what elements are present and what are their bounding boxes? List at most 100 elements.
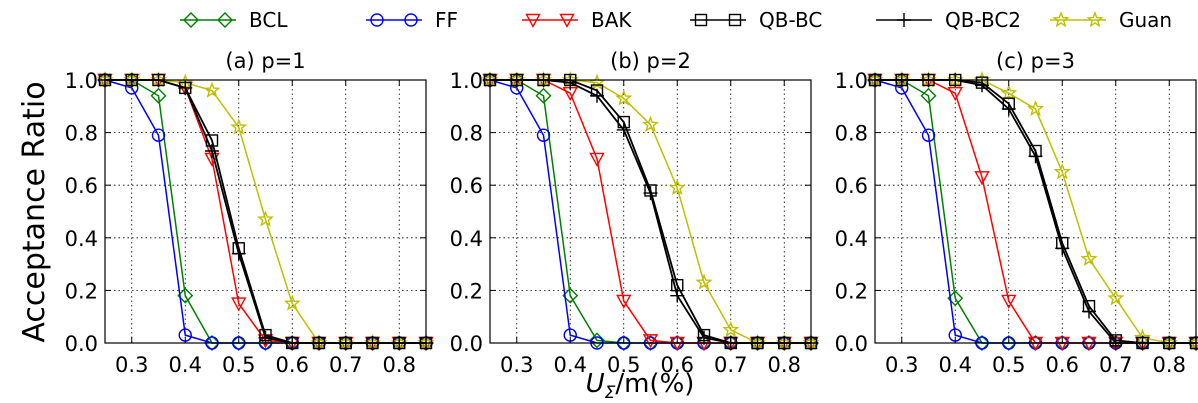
point-guan [1053, 163, 1071, 180]
y-tick-label: 0.8 [65, 122, 98, 146]
series-line-qb-bc [875, 79, 1196, 344]
point-guan [615, 89, 633, 106]
y-tick-label: 0.6 [65, 174, 98, 198]
legend-item-ff: FF [366, 8, 458, 32]
point-qb-bc [975, 76, 989, 89]
y-tick-label: 1.0 [65, 69, 98, 93]
point-guan [1000, 84, 1018, 101]
point-guan [203, 81, 221, 98]
point-qb-bc [1002, 97, 1015, 110]
point-guan [722, 320, 740, 338]
point-bak [974, 171, 990, 186]
x-tick-label: 0.3 [885, 353, 918, 377]
y-tick-label: 0.2 [835, 279, 868, 303]
point-bcl [920, 87, 937, 104]
y-tick-label: 0.4 [65, 227, 98, 251]
x-tick-label: 0.4 [554, 353, 587, 377]
series-guan [481, 71, 820, 351]
point-guan [668, 178, 686, 196]
series-guan [866, 71, 1198, 351]
legend-marker-qb-bc [694, 13, 708, 27]
y-tick-label: 0.6 [835, 174, 868, 198]
legend-item-guan: Guan [1050, 8, 1172, 32]
point-bcl [150, 87, 167, 104]
point-qb-bc [671, 278, 684, 292]
x-tick-label: 0.5 [607, 353, 640, 377]
y-tick-label: 0.0 [450, 332, 483, 356]
point-bak [1001, 294, 1017, 309]
series-line-guan [875, 79, 1196, 344]
legend-item-qb-bc2: QB-BC2 [876, 8, 1021, 32]
legend-marker-guan [1086, 11, 1104, 28]
plot-frame [489, 79, 812, 344]
grid [105, 79, 426, 344]
y-tick-label: 0.2 [65, 279, 98, 303]
point-bcl [535, 87, 552, 104]
point-guan [1026, 99, 1045, 117]
series-line-bcl [875, 79, 1196, 344]
panel-title: (c) p=3 [996, 49, 1075, 73]
legend-marker-bak [559, 13, 575, 28]
panel-title: (a) p=1 [225, 49, 305, 73]
y-tick-label: 0.0 [835, 332, 868, 356]
legend-label-bak: BAK [591, 8, 632, 32]
point-qb-bc [1082, 299, 1096, 313]
point-bak [231, 297, 247, 312]
legend: BCL FF BAK QB-BC QB-BC2 Guan [180, 8, 1172, 32]
legend-marker-qb-bc [728, 13, 742, 27]
point-guan [1107, 289, 1125, 306]
series-line-qb-bc2 [875, 79, 1196, 344]
panel-2: 0.3 0.4 0.5 0.6 0.7 0.8 0.0 0.2 0.4 0.6 0.8 1.0 (b) … [450, 49, 820, 377]
point-bcl [177, 287, 194, 304]
x-tick-label: 0.4 [939, 353, 972, 377]
point-qb-bc [697, 328, 711, 342]
series-qb-bc2 [483, 73, 818, 350]
y-tick-label: 0.8 [450, 122, 483, 146]
point-bcl [615, 335, 632, 351]
point-bak [642, 334, 659, 349]
point-bcl [589, 332, 605, 349]
x-tick-label: 0.8 [768, 353, 801, 377]
legend-marker-ff [370, 13, 384, 27]
series-guan [96, 71, 435, 351]
y-tick-label: 1.0 [450, 69, 483, 93]
point-qb-bc [1109, 334, 1122, 347]
legend-marker-guan [1052, 11, 1070, 28]
legend-item-bcl: BCL [180, 8, 288, 32]
panel-title: (b) p=2 [610, 49, 691, 73]
x-tick-label: 0.8 [1153, 353, 1186, 377]
x-tick-label: 0.7 [714, 353, 747, 377]
x-tick-label: 0.3 [500, 353, 533, 377]
point-ff [151, 128, 166, 142]
series-ff [868, 73, 1198, 350]
point-qb-bc [259, 328, 272, 342]
panels: 0.3 0.4 0.5 0.6 0.7 0.8 0.0 0.2 0.4 0.6 0.8 1.0 (a) … [65, 49, 1198, 377]
x-tick-label: 0.6 [661, 353, 694, 377]
point-qb-bc [1056, 236, 1069, 250]
y-axis-label: Acceptance Ratio [17, 81, 52, 342]
point-bak [589, 152, 605, 167]
y-tick-label: 0.6 [450, 174, 483, 198]
legend-item-bak: BAK [522, 8, 632, 32]
point-qb-bc [232, 242, 245, 255]
series-line-bak [875, 79, 1196, 344]
legend-marker-ff [404, 13, 418, 27]
series-ff [483, 73, 818, 350]
legend-marker-qb-bc2 [897, 13, 911, 27]
point-bak [616, 294, 632, 309]
point-bak [947, 86, 963, 102]
x-tick-label: 0.8 [383, 353, 416, 377]
point-qb-bc [205, 134, 219, 147]
point-guan [230, 118, 248, 135]
legend-label-qb-bc: QB-BC [759, 8, 822, 32]
point-qb-bc2 [616, 122, 631, 137]
x-tick-label: 0.7 [329, 353, 362, 377]
series-qb-bc [868, 73, 1198, 350]
plot-frame [874, 79, 1197, 344]
point-guan [283, 294, 301, 311]
point-guan [695, 273, 713, 290]
y-tick-label: 0.4 [835, 227, 868, 251]
point-guan [641, 115, 660, 132]
series-bcl [482, 72, 819, 351]
